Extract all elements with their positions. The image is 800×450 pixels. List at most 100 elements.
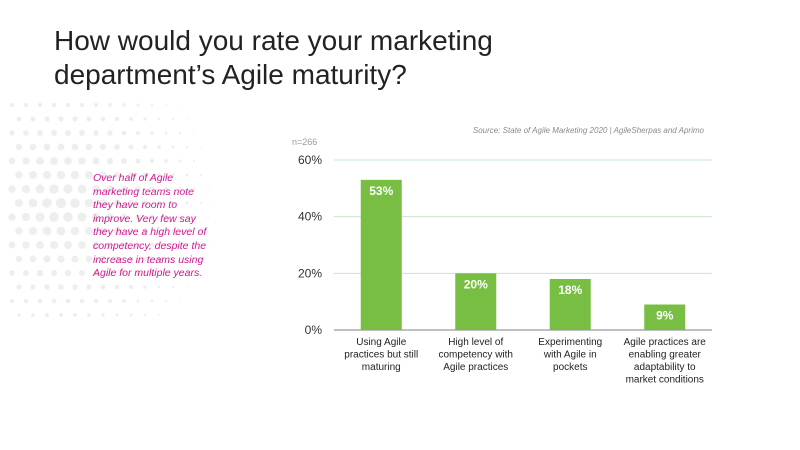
decorative-dot <box>22 241 30 249</box>
decorative-dot <box>156 228 162 234</box>
decorative-dot <box>113 227 121 235</box>
decorative-dot <box>135 270 141 276</box>
decorative-dot <box>64 157 72 165</box>
decorative-dot <box>192 187 196 191</box>
decorative-dot <box>91 212 101 222</box>
x-tick-label: Experimenting with Agile in pockets <box>538 337 602 373</box>
decorative-dot <box>71 255 79 263</box>
decorative-dot <box>57 143 65 151</box>
decorative-dot <box>85 171 93 179</box>
decorative-dot <box>15 227 23 235</box>
decorative-dot <box>171 201 175 205</box>
decorative-dot <box>22 157 30 165</box>
decorative-dot <box>15 143 23 151</box>
decorative-dot <box>70 226 80 236</box>
x-tick-label: Agile practices are enabling greater adapt… <box>624 337 707 386</box>
decorative-dot <box>150 131 154 135</box>
data-label: 18% <box>558 283 582 297</box>
decorative-dot <box>93 130 99 136</box>
decorative-dot <box>113 199 121 207</box>
decorative-dot <box>178 187 182 191</box>
decorative-dot <box>107 270 113 276</box>
decorative-dot <box>84 198 94 208</box>
decorative-dot <box>77 212 87 222</box>
decorative-dot <box>178 131 182 135</box>
decorative-dot <box>150 299 154 303</box>
decorative-dot <box>23 130 29 136</box>
decorative-dot <box>142 144 148 150</box>
bar <box>644 304 686 330</box>
decorative-dot <box>156 200 162 206</box>
decorative-dot <box>30 116 36 122</box>
decorative-dot <box>142 200 148 206</box>
decorative-dot <box>79 130 85 136</box>
decorative-dot <box>44 116 50 122</box>
decorative-dot <box>171 145 175 149</box>
decorative-dot <box>85 143 93 151</box>
decorative-dot <box>114 256 120 262</box>
y-tick-label: 20% <box>298 266 322 280</box>
x-tick-label: Using Agile practices but still maturing <box>344 337 418 373</box>
decorative-dot <box>200 174 202 176</box>
decorative-dot <box>149 186 155 192</box>
decorative-dot <box>79 102 85 108</box>
decorative-dot <box>70 170 80 180</box>
decorative-dot <box>30 284 36 290</box>
decorative-dot <box>135 186 141 192</box>
decorative-dot <box>57 255 65 263</box>
decorative-dot <box>42 226 52 236</box>
decorative-dot <box>179 300 181 302</box>
decorative-dot <box>157 257 161 261</box>
decorative-dot <box>121 130 127 136</box>
decorative-dot <box>214 202 216 204</box>
decorative-dot <box>158 314 160 316</box>
decorative-dot <box>58 116 64 122</box>
decorative-dot <box>28 198 38 208</box>
decorative-dot <box>165 300 167 302</box>
decorative-dot <box>178 159 182 163</box>
decorative-dot <box>185 229 189 233</box>
decorative-dot <box>192 243 196 247</box>
bar <box>455 273 497 330</box>
decorative-dot <box>43 255 51 263</box>
decorative-dot <box>142 256 148 262</box>
decorative-dot <box>36 241 44 249</box>
decorative-dot <box>15 171 23 179</box>
decorative-dot <box>64 241 72 249</box>
decorative-dot <box>10 103 14 107</box>
decorative-dot <box>16 116 22 122</box>
decorative-dot <box>87 313 91 317</box>
decorative-dot <box>51 298 57 304</box>
decorative-dot <box>49 240 59 250</box>
decorative-dot <box>49 184 59 194</box>
decorative-dot <box>59 313 63 317</box>
decorative-dot <box>23 270 29 276</box>
decorative-dot <box>178 215 182 219</box>
decorative-dot <box>37 298 43 304</box>
decorative-dot <box>50 157 58 165</box>
decorative-dot <box>91 184 101 194</box>
decorative-dot <box>185 173 189 177</box>
decorative-dot <box>127 199 135 207</box>
decorative-dot <box>31 313 35 317</box>
decorative-dot <box>99 171 107 179</box>
decorative-dot <box>42 170 52 180</box>
decorative-dot <box>85 255 93 263</box>
decorative-dot <box>207 244 209 246</box>
decorative-dot <box>150 103 154 107</box>
decorative-dot <box>171 173 175 177</box>
decorative-dot <box>165 104 167 106</box>
decorative-dot <box>16 284 22 290</box>
y-tick-label: 0% <box>305 323 323 337</box>
decorative-dot <box>63 212 73 222</box>
decorative-dot <box>114 144 120 150</box>
decorative-dot <box>29 255 37 263</box>
decorative-dot <box>36 269 44 277</box>
decorative-dot <box>128 172 134 178</box>
callout-text: Over half of Agile marketing teams note … <box>93 172 207 280</box>
decorative-dot <box>143 285 147 289</box>
decorative-dot <box>92 241 100 249</box>
decorative-dot <box>157 285 161 289</box>
decorative-dot <box>120 185 128 193</box>
decorative-dot <box>143 117 147 121</box>
